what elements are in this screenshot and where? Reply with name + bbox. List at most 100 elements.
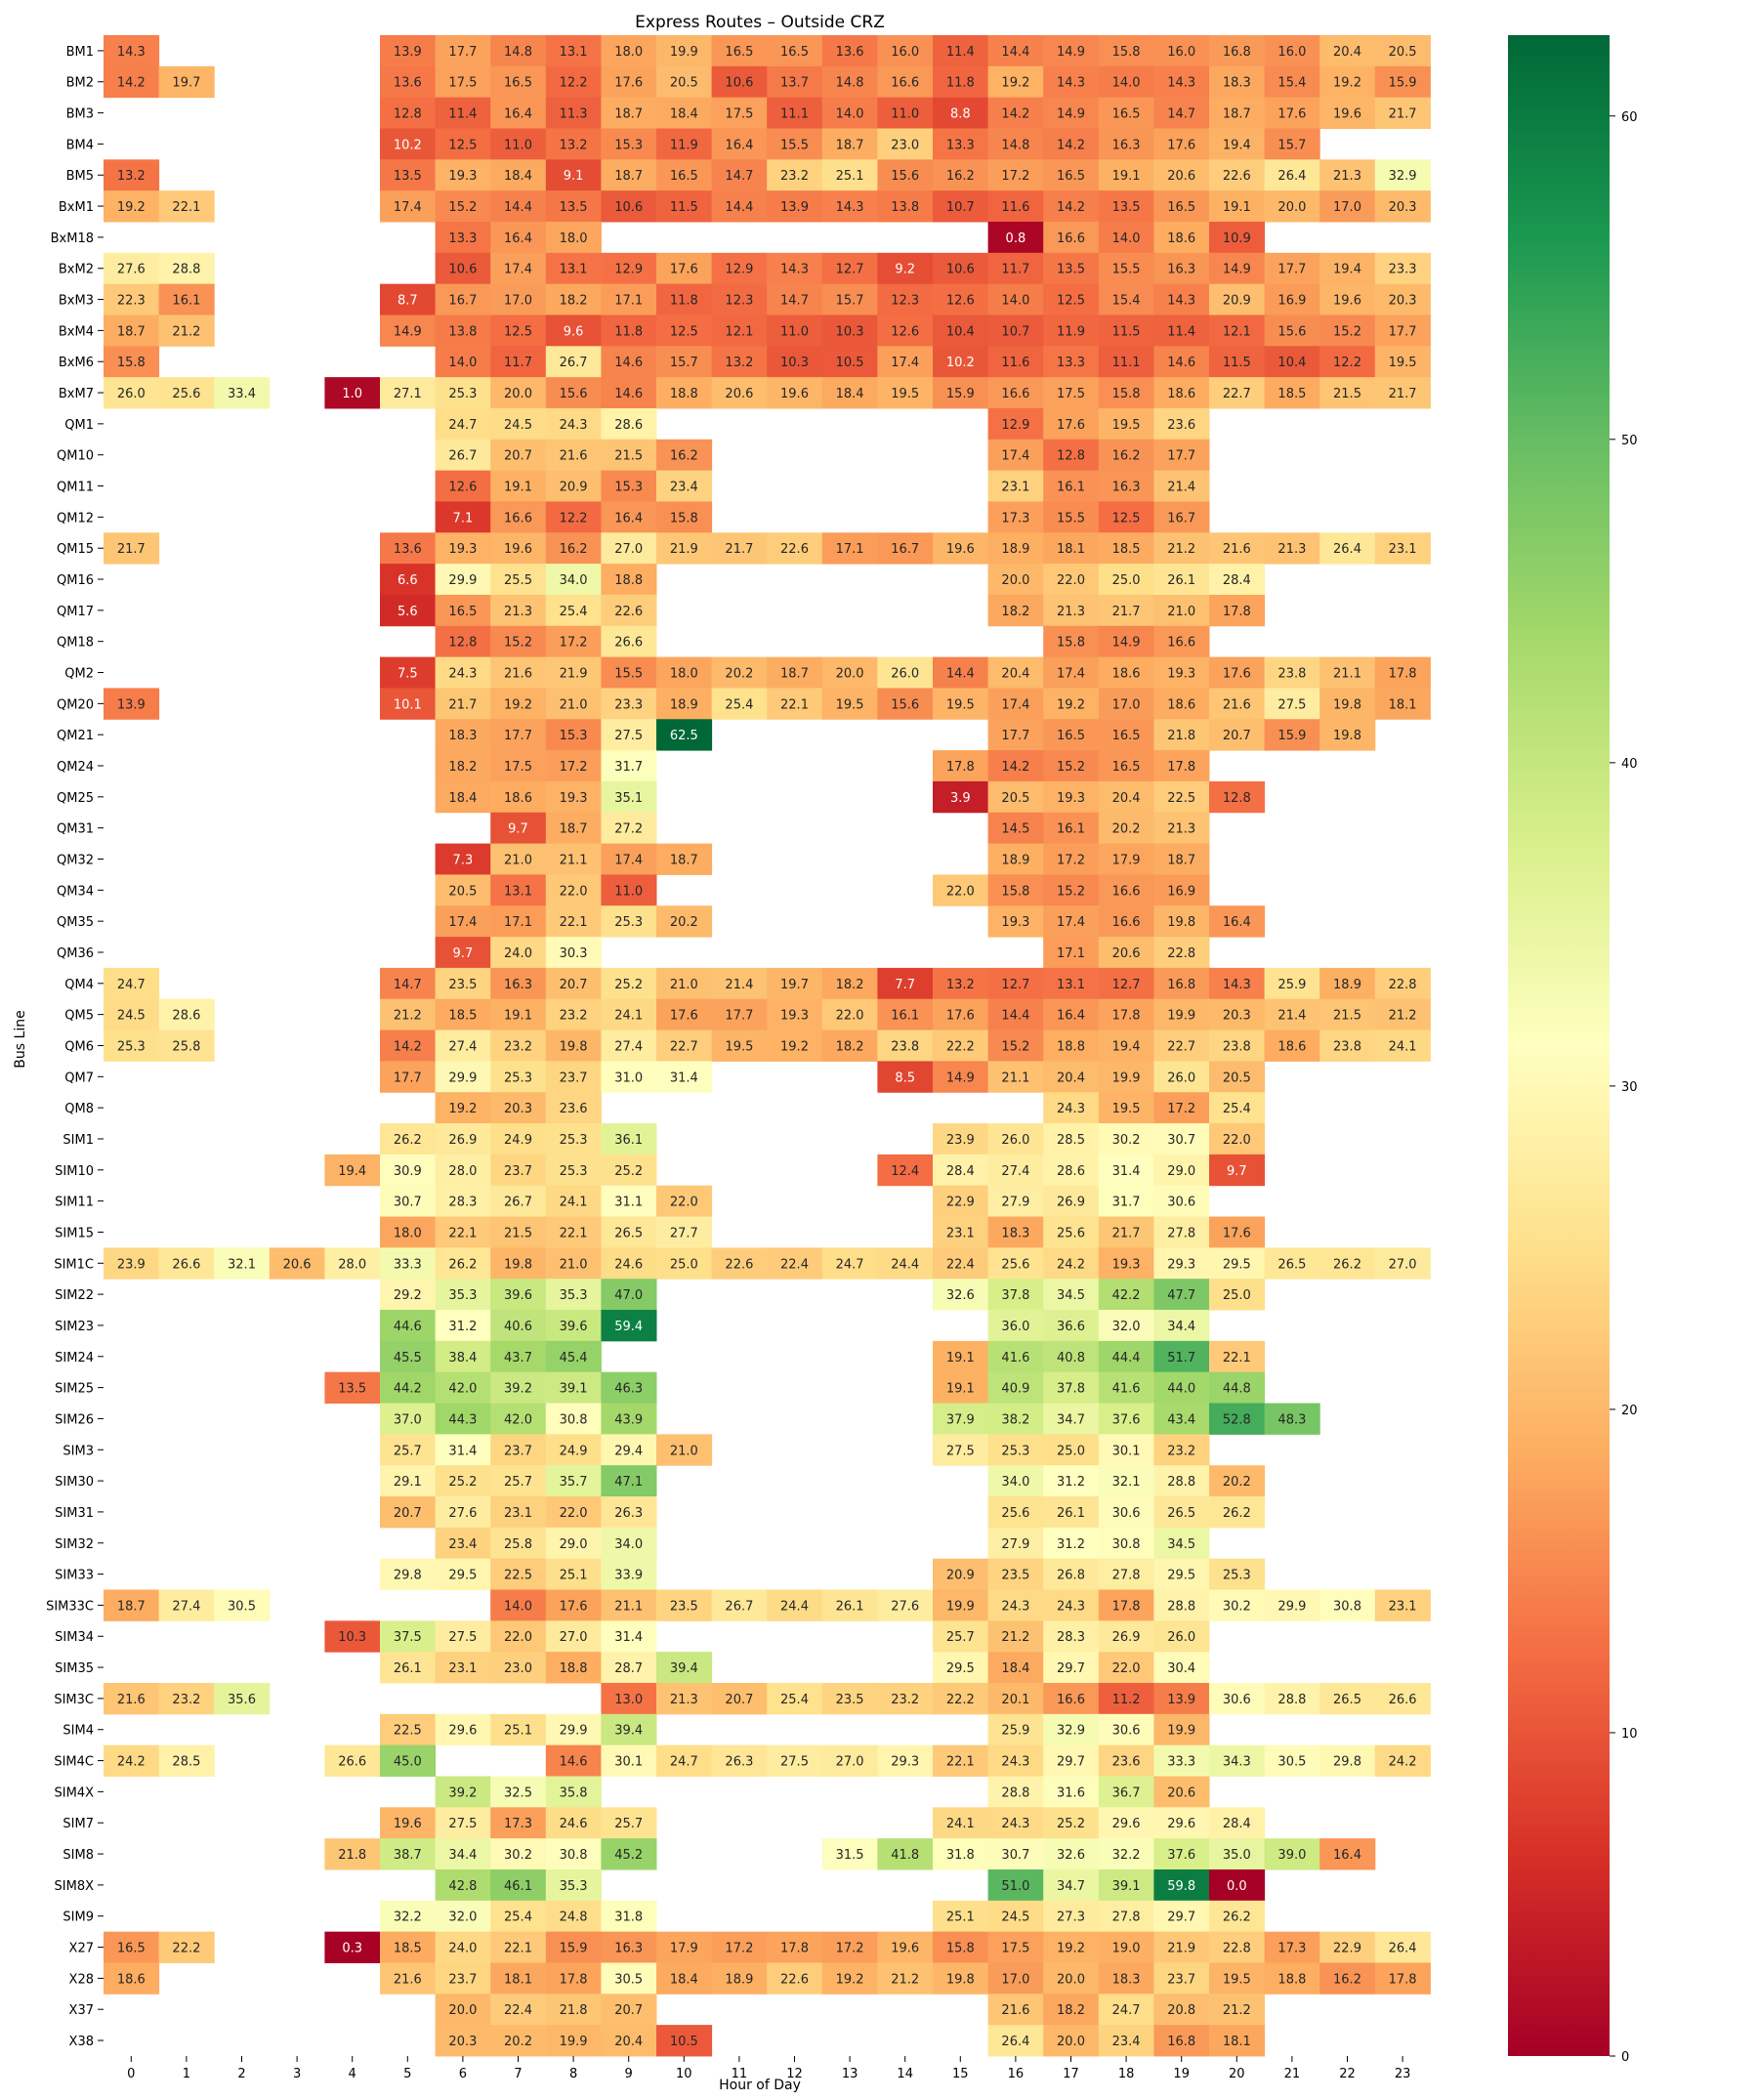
heatmap-cell — [601, 501, 657, 533]
cell-value-label: 20.9 — [946, 1569, 975, 1583]
heatmap-cell — [1209, 905, 1266, 938]
heatmap-cell — [1098, 1279, 1154, 1311]
cell-value-label: 29.9 — [448, 573, 477, 588]
heatmap-cell — [1153, 407, 1210, 441]
cell-value-label: 19.5 — [725, 1039, 753, 1054]
cell-value-label: 20.2 — [1112, 822, 1141, 837]
cell-value-label: 44.0 — [1167, 1382, 1195, 1397]
heatmap-cell — [435, 128, 491, 160]
cell-value-label: 19.2 — [448, 1102, 477, 1116]
y-tick-label: SIM35 — [55, 1661, 94, 1676]
heatmap-cell — [380, 377, 437, 409]
cell-value-label: 25.6 — [1057, 1226, 1085, 1240]
heatmap-cell — [1043, 128, 1100, 160]
heatmap-cell — [933, 532, 989, 565]
cell-value-label: 13.3 — [448, 231, 477, 246]
heatmap-cell — [1043, 780, 1100, 814]
cell-value-label: 20.1 — [1001, 1693, 1029, 1707]
heatmap-cell — [1098, 656, 1154, 689]
cell-value-label: 14.3 — [836, 200, 864, 215]
cell-value-label: 18.3 — [1223, 76, 1251, 91]
cell-value-label: 22.0 — [504, 1630, 532, 1645]
heatmap-cell — [1209, 1682, 1266, 1715]
cell-value-label: 26.2 — [1223, 1911, 1251, 1925]
cell-value-label: 18.8 — [1057, 1039, 1085, 1054]
heatmap-cell — [601, 1434, 657, 1466]
heatmap-cell — [877, 998, 934, 1031]
cell-value-label: 22.0 — [1057, 573, 1085, 588]
heatmap-cell — [933, 1620, 989, 1653]
heatmap-cell — [490, 812, 547, 845]
heatmap-cell — [1043, 1310, 1100, 1342]
heatmap-cell — [987, 688, 1044, 720]
cell-value-label: 39.1 — [560, 1382, 588, 1397]
heatmap-cell — [1153, 346, 1210, 378]
heatmap-cell — [1319, 532, 1376, 565]
cell-value-label: 28.5 — [1057, 1133, 1085, 1148]
heatmap-cell — [1264, 998, 1320, 1031]
y-tick-label: BxM2 — [59, 263, 94, 277]
y-tick-label: SIM4 — [63, 1724, 94, 1739]
cell-value-label: 24.0 — [448, 1942, 477, 1956]
cell-value-label: 19.6 — [780, 387, 809, 401]
cell-value-label: 17.2 — [725, 1942, 753, 1956]
cell-value-label: 17.9 — [670, 1942, 698, 1956]
heatmap-cell — [601, 315, 657, 347]
heatmap-cell — [987, 1558, 1044, 1590]
cell-value-label: 18.3 — [448, 729, 477, 743]
cell-value-label: 29.6 — [1112, 1817, 1141, 1831]
heatmap-cell — [104, 252, 160, 285]
heatmap-cell — [435, 1807, 491, 1839]
heatmap-cell — [601, 564, 657, 596]
heatmap-cell — [821, 1589, 878, 1621]
heatmap-cell — [435, 1558, 491, 1590]
cell-value-label: 20.2 — [504, 2035, 532, 2049]
heatmap-cell — [435, 283, 491, 315]
cell-value-label: 23.2 — [780, 169, 809, 184]
cell-value-label: 20.7 — [504, 449, 532, 464]
y-tick-label: QM17 — [57, 605, 94, 619]
heatmap-cell — [1098, 1682, 1154, 1715]
heatmap-cell — [1264, 656, 1320, 689]
cell-value-label: 26.6 — [614, 636, 643, 651]
heatmap-cell — [601, 843, 657, 875]
heatmap-cell — [490, 780, 547, 814]
heatmap-cell — [104, 159, 160, 191]
cell-value-label: 17.0 — [1001, 1972, 1029, 1987]
y-tick-label: BM2 — [66, 76, 94, 91]
heatmap-cell — [767, 532, 823, 565]
cell-value-label: 28.5 — [172, 1755, 200, 1770]
cell-value-label: 45.5 — [394, 1351, 422, 1365]
cell-value-label: 16.4 — [1333, 1848, 1361, 1863]
cell-value-label: 23.6 — [1167, 418, 1195, 433]
cell-value-label: 12.8 — [1057, 449, 1085, 464]
cell-value-label: 20.7 — [725, 1693, 753, 1707]
cell-value-label: 43.9 — [614, 1412, 643, 1427]
cell-value-label: 6.6 — [398, 573, 418, 588]
cell-value-label: 32.5 — [504, 1785, 532, 1800]
heatmap-cell — [1043, 656, 1100, 689]
heatmap-cell — [933, 190, 989, 223]
cell-value-label: 13.1 — [1057, 978, 1085, 992]
heatmap-cell — [380, 283, 437, 315]
heatmap-cell — [1043, 843, 1100, 875]
cell-value-label: 21.8 — [338, 1848, 366, 1863]
cell-value-label: 20.9 — [1223, 294, 1251, 309]
heatmap-cell — [821, 283, 878, 315]
cell-value-label: 16.9 — [1277, 294, 1306, 309]
cell-value-label: 18.3 — [1112, 1972, 1141, 1987]
cell-value-label: 39.0 — [1277, 1848, 1306, 1863]
heatmap-cell — [1264, 532, 1320, 565]
heatmap-cell — [490, 1029, 547, 1062]
heatmap-cell — [1209, 97, 1266, 129]
heatmap-cell — [711, 252, 768, 285]
heatmap-cell — [656, 719, 713, 751]
cell-value-label: 13.1 — [560, 45, 588, 60]
heatmap-cell — [490, 315, 547, 347]
heatmap-cell — [601, 65, 657, 99]
heatmap-cell — [1153, 1434, 1210, 1466]
cell-value-label: 11.5 — [1223, 356, 1251, 370]
cell-value-label: 25.7 — [614, 1817, 643, 1831]
cell-value-label: 27.5 — [448, 1630, 477, 1645]
cell-value-label: 27.8 — [1167, 1226, 1195, 1240]
